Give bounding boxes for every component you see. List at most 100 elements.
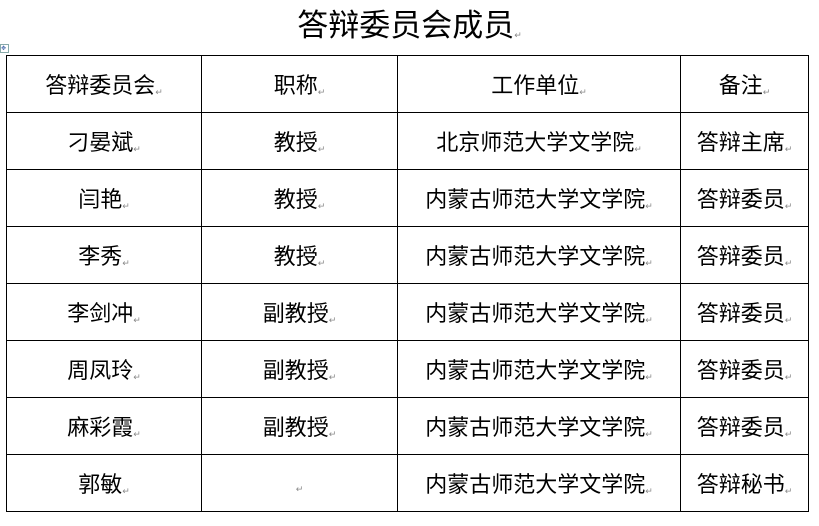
cell-text: 备注 (718, 74, 763, 99)
cell-text: 副教授 (262, 416, 329, 441)
table-cell[interactable]: 答辩秘书↵ (680, 454, 809, 512)
cell-text: 答辩委员会 (45, 74, 156, 99)
table-cell[interactable]: 麻彩霞↵ (6, 397, 202, 455)
paragraph-mark-icon: ↵ (784, 430, 793, 440)
table-cell[interactable]: 闫艳↵ (6, 169, 202, 227)
cell-text: 内蒙古师范大学文学院 (425, 302, 646, 327)
paragraph-mark-icon: ↵ (317, 145, 326, 155)
paragraph-mark-icon: ↵ (133, 373, 141, 383)
paragraph-mark-icon: ↵ (579, 88, 587, 98)
table-cell[interactable]: 副教授↵ (201, 283, 398, 341)
table-cell[interactable]: 内蒙古师范大学文学院↵ (397, 283, 681, 341)
table-cell[interactable]: 答辩主席↵ (680, 112, 809, 170)
paragraph-mark-icon: ↵ (645, 487, 653, 497)
cell-text: 教授 (273, 131, 318, 156)
paragraph-mark-icon: ↵ (122, 259, 130, 269)
paragraph-mark-icon: ↵ (317, 88, 326, 98)
cell-text: 教授 (273, 188, 318, 213)
cell-text: 郭敏 (78, 473, 123, 498)
table-cell[interactable]: 备注↵ (680, 55, 809, 113)
cell-text: 内蒙古师范大学文学院 (425, 245, 646, 270)
paragraph-mark-icon: ↵ (784, 145, 793, 155)
cell-text: 内蒙古师范大学文学院 (425, 359, 646, 384)
table-cell[interactable]: ↵ (201, 454, 398, 512)
paragraph-mark-icon: ↵ (645, 430, 653, 440)
cell-text: 答辩委员 (696, 245, 785, 270)
paragraph-mark-icon: ↵ (133, 145, 141, 155)
table-cell[interactable]: 内蒙古师范大学文学院↵ (397, 226, 681, 284)
paragraph-mark-icon: ↵ (328, 373, 337, 383)
table-cell[interactable]: 副教授↵ (201, 340, 398, 398)
cell-text: 副教授 (262, 359, 329, 384)
table-cell[interactable]: 答辩委员↵ (680, 397, 809, 455)
table-row: 周凤玲↵ 副教授↵ 内蒙古师范大学文学院↵ 答辩委员↵ (6, 340, 809, 398)
paragraph-mark-icon: ↵ (634, 145, 642, 155)
paragraph-mark-icon: ↵ (784, 259, 793, 269)
cell-text: 答辩秘书 (696, 473, 785, 498)
table-cell[interactable]: 职称↵ (201, 55, 398, 113)
table-row: 闫艳↵ 教授↵ 内蒙古师范大学文学院↵ 答辩委员↵ (6, 169, 809, 227)
paragraph-mark-icon: ↵ (122, 487, 130, 497)
table-cell[interactable]: 答辩委员↵ (680, 283, 809, 341)
table-cell[interactable]: 北京师范大学文学院↵ (397, 112, 681, 170)
table-cell[interactable]: 李秀↵ (6, 226, 202, 284)
table-cell[interactable]: 内蒙古师范大学文学院↵ (397, 169, 681, 227)
paragraph-mark-icon: ↵ (328, 316, 337, 326)
table-cell[interactable]: 答辩委员↵ (680, 340, 809, 398)
paragraph-mark-icon: ↵ (328, 430, 337, 440)
paragraph-mark-icon: ↵ (317, 202, 326, 212)
table-cell[interactable]: 郭敏↵ (6, 454, 202, 512)
cell-text: 内蒙古师范大学文学院 (425, 188, 646, 213)
cell-text: 内蒙古师范大学文学院 (425, 416, 646, 441)
table-cell[interactable]: 答辩委员会↵ (6, 55, 202, 113)
cell-text: 工作单位 (491, 74, 580, 99)
table-move-handle-icon[interactable]: ✥ (0, 44, 9, 53)
cell-text: 答辩委员 (696, 359, 785, 384)
paragraph-mark-icon: ↵ (784, 373, 793, 383)
cell-text: 内蒙古师范大学文学院 (425, 473, 646, 498)
cell-text: 答辩主席 (696, 131, 785, 156)
cell-text: 答辩委员 (696, 188, 785, 213)
table-cell[interactable]: 李剑冲↵ (6, 283, 202, 341)
paragraph-mark-icon: ↵ (645, 259, 653, 269)
paragraph-mark-icon: ↵ (784, 487, 793, 497)
table-cell[interactable]: 教授↵ (201, 169, 398, 227)
table-cell[interactable]: 内蒙古师范大学文学院↵ (397, 340, 681, 398)
table-cell[interactable]: 周凤玲↵ (6, 340, 202, 398)
cell-text: 教授 (273, 245, 318, 270)
table-cell[interactable]: 刁晏斌↵ (6, 112, 202, 170)
table-cell[interactable]: 工作单位↵ (397, 55, 681, 113)
cell-text: 副教授 (262, 302, 329, 327)
paragraph-mark-icon: ↵ (784, 316, 793, 326)
cell-text: 闫艳 (78, 188, 123, 213)
table-cell[interactable]: 内蒙古师范大学文学院↵ (397, 454, 681, 512)
paragraph-mark-icon: ↵ (645, 202, 653, 212)
cell-text: 北京师范大学文学院 (436, 131, 635, 156)
paragraph-mark-icon: ↵ (645, 316, 653, 326)
cell-text: 职称 (273, 74, 318, 99)
table-row: 李秀↵ 教授↵ 内蒙古师范大学文学院↵ 答辩委员↵ (6, 226, 809, 284)
paragraph-mark-icon: ↵ (155, 88, 163, 98)
cell-text: 麻彩霞 (67, 416, 134, 441)
paragraph-mark-icon: ↵ (133, 316, 141, 326)
table-row: 刁晏斌↵ 教授↵ 北京师范大学文学院↵ 答辩主席↵ (6, 112, 809, 170)
table-cell[interactable]: 内蒙古师范大学文学院↵ (397, 397, 681, 455)
table-cell[interactable]: 答辩委员↵ (680, 226, 809, 284)
paragraph-mark-icon: ↵ (784, 202, 793, 212)
table-row: 麻彩霞↵ 副教授↵ 内蒙古师范大学文学院↵ 答辩委员↵ (6, 397, 809, 455)
header-row: 答辩委员会↵ 职称↵ 工作单位↵ 备注↵ (6, 55, 809, 113)
table-cell[interactable]: 教授↵ (201, 226, 398, 284)
table-cell[interactable]: 副教授↵ (201, 397, 398, 455)
document-title: 答辩委员会成员↵ (297, 8, 522, 44)
cell-text: 答辩委员 (696, 302, 785, 327)
cell-text: 李秀 (78, 245, 123, 270)
table-row: 郭敏↵ ↵ 内蒙古师范大学文学院↵ 答辩秘书↵ (6, 454, 809, 512)
table-row: 李剑冲↵ 副教授↵ 内蒙古师范大学文学院↵ 答辩委员↵ (6, 283, 809, 341)
table-cell[interactable]: 教授↵ (201, 112, 398, 170)
paragraph-mark-icon: ↵ (645, 373, 653, 383)
paragraph-mark-icon: ↵ (122, 202, 130, 212)
paragraph-mark-icon: ↵ (295, 484, 304, 495)
table-cell[interactable]: 答辩委员↵ (680, 169, 809, 227)
cell-text: 刁晏斌 (67, 131, 134, 156)
cell-text: 周凤玲 (67, 359, 134, 384)
